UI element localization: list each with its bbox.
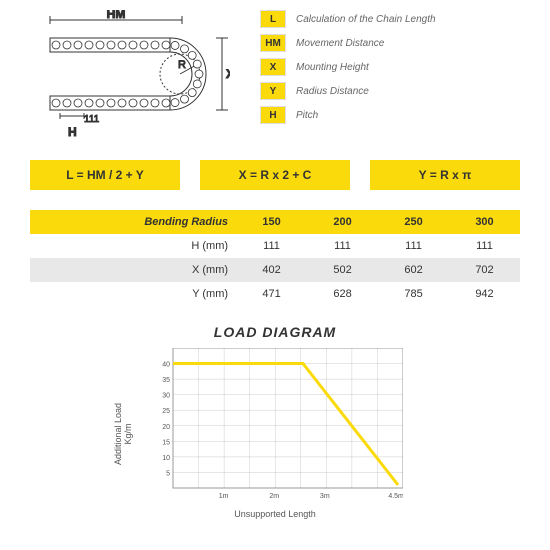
table-cell: 111 bbox=[307, 234, 378, 258]
table-col-header: 150 bbox=[236, 210, 307, 234]
legend-label: Mounting Height bbox=[296, 62, 369, 73]
legend-key-Y: Y bbox=[260, 82, 286, 100]
svg-text:X: X bbox=[226, 67, 230, 81]
chart-ylabel: Additional LoadKg/m bbox=[113, 402, 133, 464]
load-chart: Additional LoadKg/m 5101520253035401m2m3… bbox=[147, 348, 403, 519]
table-col-header: 200 bbox=[307, 210, 378, 234]
legend-key-L: L bbox=[260, 10, 286, 28]
formula: L = HM / 2 + Y bbox=[30, 160, 180, 190]
chart-xlabel: Unsupported Length bbox=[147, 509, 403, 519]
table-col-header: 250 bbox=[378, 210, 449, 234]
legend: L Calculation of the Chain Length HM Moveme… bbox=[260, 10, 520, 140]
table-cell: 942 bbox=[449, 282, 520, 306]
legend-label: Pitch bbox=[296, 110, 318, 121]
svg-text:H: H bbox=[68, 125, 77, 139]
table-cell: 602 bbox=[378, 258, 449, 282]
svg-text:111: 111 bbox=[84, 114, 100, 125]
legend-label: Calculation of the Chain Length bbox=[296, 14, 436, 25]
svg-text:3m: 3m bbox=[320, 493, 330, 500]
formula: X = R x 2 + C bbox=[200, 160, 350, 190]
load-diagram-title: LOAD DIAGRAM bbox=[30, 324, 520, 340]
svg-text:40: 40 bbox=[162, 362, 170, 369]
table-row-label: X (mm) bbox=[30, 258, 236, 282]
legend-key-H: H bbox=[260, 106, 286, 124]
table-row-label: H (mm) bbox=[30, 234, 236, 258]
legend-key-X: X bbox=[260, 58, 286, 76]
svg-text:1m: 1m bbox=[219, 493, 229, 500]
table-cell: 471 bbox=[236, 282, 307, 306]
svg-text:2m: 2m bbox=[269, 493, 279, 500]
svg-text:5: 5 bbox=[166, 470, 170, 477]
bending-radius-table: Bending Radius150200250300 H (mm)1111111… bbox=[30, 210, 520, 306]
table-header-label: Bending Radius bbox=[30, 210, 236, 234]
table-cell: 628 bbox=[307, 282, 378, 306]
legend-label: Movement Distance bbox=[296, 38, 384, 49]
svg-text:4.5m: 4.5m bbox=[388, 493, 403, 500]
chain-diagram: HM R X 111 H bbox=[30, 10, 230, 140]
legend-key-HM: HM bbox=[260, 34, 286, 52]
table-cell: 111 bbox=[449, 234, 520, 258]
legend-label: Radius Distance bbox=[296, 86, 369, 97]
svg-text:HM: HM bbox=[107, 10, 126, 21]
table-row-label: Y (mm) bbox=[30, 282, 236, 306]
formulas-row: L = HM / 2 + Y X = R x 2 + C Y = R x π bbox=[30, 160, 520, 190]
svg-text:10: 10 bbox=[162, 455, 170, 462]
table-cell: 502 bbox=[307, 258, 378, 282]
table-cell: 785 bbox=[378, 282, 449, 306]
svg-text:35: 35 bbox=[162, 377, 170, 384]
svg-text:15: 15 bbox=[162, 439, 170, 446]
svg-text:30: 30 bbox=[162, 393, 170, 400]
table-col-header: 300 bbox=[449, 210, 520, 234]
svg-text:25: 25 bbox=[162, 408, 170, 415]
svg-text:R: R bbox=[178, 59, 186, 71]
table-cell: 111 bbox=[378, 234, 449, 258]
table-cell: 402 bbox=[236, 258, 307, 282]
table-cell: 702 bbox=[449, 258, 520, 282]
svg-text:20: 20 bbox=[162, 424, 170, 431]
table-cell: 111 bbox=[236, 234, 307, 258]
formula: Y = R x π bbox=[370, 160, 520, 190]
